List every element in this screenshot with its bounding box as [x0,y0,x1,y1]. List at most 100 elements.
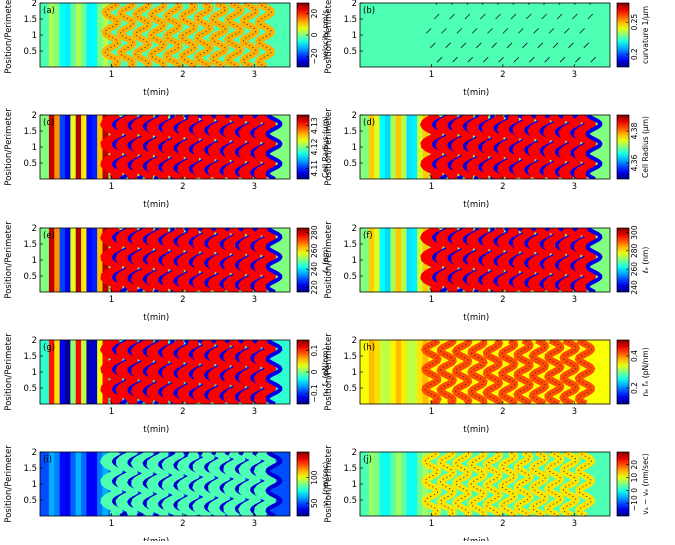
colorbar-tick-label: 4.12 [310,138,319,155]
y-tick-label: 0.5 [343,272,357,282]
curvature-streak [481,3,485,5]
stripe [48,340,55,404]
x-axis-label: t(min) [143,537,169,541]
colorbar-tick-label: 0.1 [310,344,319,356]
y-tick-label: 1 [352,143,357,153]
stripe [363,340,370,404]
x-tick-label: 2 [500,407,505,417]
stripe [97,115,104,179]
x-tick-label: 1 [109,295,114,305]
stripe [379,3,386,67]
stripe [374,3,381,67]
wave-line [166,3,180,67]
colorbar [296,451,310,517]
wave-band [208,3,230,67]
wave-band-low [585,115,603,179]
colorbar-tick-label: 4.38 [630,122,639,139]
colorbar-tick-label: 100 [310,470,319,485]
stripe [75,3,82,67]
colorbar [616,2,630,68]
curvature-streak [510,13,517,20]
curvature-streak [522,42,528,49]
y-tick-label: 0.5 [23,272,37,282]
wave-band-high [450,228,474,292]
panel-e: (e) 1 2 3 0.5 1 1.5 2 t(min) Position/Perimeter 22… [4,221,330,323]
curvature-streak [433,13,440,20]
wave-line [486,452,500,516]
stripe [86,452,93,516]
wave-band-low [173,115,191,179]
curvature-streak [436,56,443,63]
x-tick-label: 2 [180,182,185,192]
heatmap-field [40,115,290,179]
stripe [368,452,375,516]
curvature-streak [556,13,563,20]
wave-band [528,452,550,516]
x-axis-label: t(min) [143,88,169,98]
y-tick-label: 1 [32,480,37,490]
wave-line [440,340,454,404]
stripe [385,3,391,67]
wave-line [486,340,500,404]
stripe [379,115,386,179]
wave-band [421,452,442,516]
stripe [65,228,71,292]
curvature-streak [449,13,455,20]
y-tick-label: 2 [352,448,357,458]
stripe [70,115,77,179]
wave-band-low [173,340,191,404]
panel-letter: (e) [43,231,55,241]
panel-letter: (g) [43,343,55,353]
wave-band-high [207,115,231,179]
y-tick-label: 1.5 [23,240,37,250]
stripe [54,340,61,404]
colorbar-tick-label: −0.1 [310,384,319,402]
wave-band-high [115,228,139,292]
curvature-streak [559,56,566,63]
curvature-streak [573,3,577,5]
heatmap-field [40,228,290,292]
y-tick-label: 1 [32,368,37,378]
wave-band-high [222,115,246,179]
stripe [65,340,71,404]
colorbar-title: ℓₐ (nm) [321,247,330,274]
stripe [363,3,370,67]
curvature-streak [480,13,486,20]
wave-band-high [238,115,262,179]
x-tick-label: 2 [180,70,185,80]
colorbar-title: curvature 1/μm [641,6,650,64]
x-tick-label: 1 [109,70,114,80]
curvature-streak [564,28,570,34]
stripe [91,3,98,67]
colorbar-tick-label: 300 [630,225,639,240]
wave-band-high [146,340,169,404]
x-tick-label: 1 [109,519,114,529]
curvature-streak [445,42,451,49]
wave-band-low [157,340,176,404]
y-tick-label: 1 [352,31,357,41]
wave-band-low [142,228,160,292]
colorbar-tick-label: 20 [310,9,319,19]
stripe [75,452,82,516]
colorbar-tick-label: 20 [630,460,639,470]
wave-band-high [435,228,459,292]
stripe [97,452,104,516]
y-axis-label: Position/Perimeter [4,333,14,411]
x-tick-label: 3 [572,407,577,417]
stripe [395,452,402,516]
stripe [401,340,408,404]
panel-h: (h) 1 2 3 0.5 1 1.5 2 t(min) Position/Perimeter 0.… [324,333,650,435]
stripe [368,340,375,404]
y-tick-label: 0.5 [23,159,37,169]
x-axis-label: t(min) [463,537,489,541]
x-axis-label: t(min) [143,313,169,323]
curvature-streak [502,28,509,34]
curvature-streak [572,13,578,20]
stripe [48,3,55,67]
wave-band-low [188,228,206,292]
stripe [48,115,55,179]
y-axis-label: Position/Perimeter [4,221,14,299]
y-tick-label: 1 [32,31,37,41]
wave-band-low [188,115,206,179]
x-tick-label: 1 [429,519,434,529]
